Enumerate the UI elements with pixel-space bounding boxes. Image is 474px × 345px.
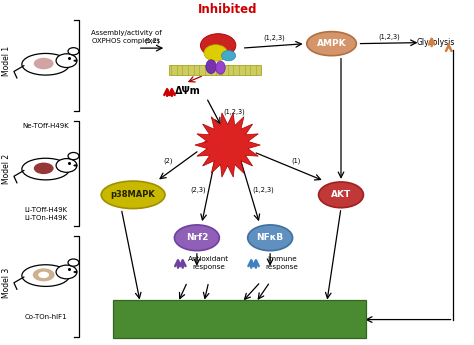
Ellipse shape bbox=[248, 225, 292, 251]
Text: Nrf2: Nrf2 bbox=[186, 233, 208, 242]
Text: (1,2,3): (1,2,3) bbox=[252, 186, 274, 193]
Ellipse shape bbox=[38, 272, 49, 278]
Ellipse shape bbox=[221, 50, 236, 61]
Text: Glycolysis: Glycolysis bbox=[416, 38, 455, 47]
Polygon shape bbox=[195, 113, 260, 177]
Text: Model 1: Model 1 bbox=[2, 46, 11, 76]
Text: Antioxidant
response: Antioxidant response bbox=[188, 256, 229, 270]
Text: Cell survival, proliferation
and metabolism: Cell survival, proliferation and metabol… bbox=[173, 309, 306, 329]
Ellipse shape bbox=[22, 53, 70, 75]
Text: NFκB: NFκB bbox=[256, 233, 283, 242]
Text: (1): (1) bbox=[292, 157, 301, 164]
FancyBboxPatch shape bbox=[169, 65, 261, 75]
Ellipse shape bbox=[206, 60, 216, 73]
Ellipse shape bbox=[101, 181, 165, 209]
Ellipse shape bbox=[68, 48, 79, 55]
Ellipse shape bbox=[73, 271, 77, 273]
Ellipse shape bbox=[204, 45, 228, 61]
Ellipse shape bbox=[34, 162, 54, 174]
Ellipse shape bbox=[34, 58, 54, 69]
Text: (2): (2) bbox=[164, 157, 173, 164]
Ellipse shape bbox=[68, 259, 79, 266]
Text: Inhibited: Inhibited bbox=[198, 3, 257, 16]
Ellipse shape bbox=[216, 61, 225, 74]
Ellipse shape bbox=[56, 54, 77, 68]
Text: Li-TOff-H49K
Li-TOn-H49K: Li-TOff-H49K Li-TOn-H49K bbox=[24, 207, 67, 221]
Ellipse shape bbox=[201, 34, 236, 57]
Text: AKT: AKT bbox=[331, 190, 351, 199]
Ellipse shape bbox=[307, 32, 356, 56]
FancyBboxPatch shape bbox=[113, 300, 366, 338]
Ellipse shape bbox=[68, 152, 79, 160]
Text: ΔΨm: ΔΨm bbox=[174, 86, 201, 96]
Text: (1,2,3): (1,2,3) bbox=[263, 34, 285, 41]
Text: Co-TOn-hIF1: Co-TOn-hIF1 bbox=[24, 314, 67, 320]
Text: AMPK: AMPK bbox=[317, 39, 346, 48]
Text: p38MAPK: p38MAPK bbox=[111, 190, 155, 199]
Text: Immune
response: Immune response bbox=[265, 256, 298, 270]
Text: (1,2,3): (1,2,3) bbox=[224, 108, 246, 115]
Ellipse shape bbox=[319, 182, 364, 208]
Text: Assembly/activity of
OXPHOS complexes: Assembly/activity of OXPHOS complexes bbox=[91, 30, 161, 43]
Text: (1,2): (1,2) bbox=[144, 38, 160, 45]
Ellipse shape bbox=[22, 265, 70, 286]
Ellipse shape bbox=[22, 158, 70, 180]
Text: (1,2,3): (1,2,3) bbox=[379, 33, 401, 40]
Ellipse shape bbox=[33, 268, 55, 282]
Ellipse shape bbox=[56, 265, 77, 279]
Ellipse shape bbox=[174, 225, 219, 251]
Text: Model 2: Model 2 bbox=[2, 154, 11, 184]
Ellipse shape bbox=[73, 60, 77, 62]
Text: Ne-TOff-H49K: Ne-TOff-H49K bbox=[22, 123, 69, 129]
Ellipse shape bbox=[73, 164, 77, 167]
Text: Model 3: Model 3 bbox=[2, 267, 11, 298]
Text: Mild ROS: Mild ROS bbox=[205, 140, 251, 149]
Ellipse shape bbox=[56, 159, 77, 172]
Text: (2,3): (2,3) bbox=[191, 186, 206, 193]
